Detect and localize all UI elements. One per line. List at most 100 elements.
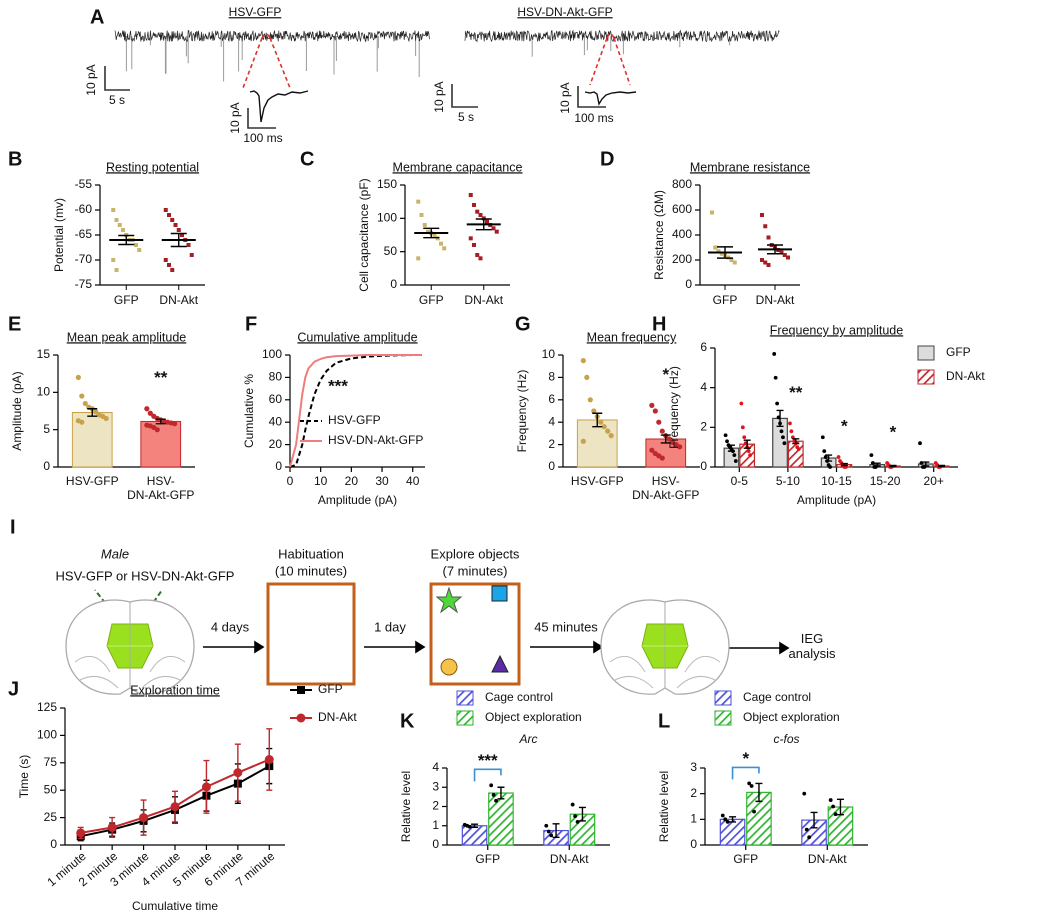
x-tick-label: 15-20 [870,474,901,488]
y-tick-label: 200 [672,252,692,266]
error-bar [840,462,848,467]
data-point [114,268,119,272]
error-bar [729,816,737,823]
object-triangle [491,654,509,673]
chart-title: Mean frequency [587,330,677,344]
data-point [472,203,476,207]
legend-swatch [714,690,732,706]
data-point [93,409,99,415]
inset-trace [584,91,637,106]
data-point [442,246,447,251]
y-tick-label: 0 [548,459,555,473]
data-point [649,447,655,453]
error-bar [475,218,492,231]
data-point [760,213,764,217]
x-tick-label: 30 [375,474,389,488]
scale-label: 5 s [458,110,474,124]
data-point [163,208,168,212]
series-line [289,354,422,468]
data-point [75,374,81,380]
x-tick-label: HSV-GFP [571,474,624,488]
marker [201,782,211,792]
data-point [752,809,756,814]
chart-title: Membrane capacitance [393,160,523,174]
arrow-head [593,640,604,654]
error-bar [118,234,135,246]
data-point [491,226,496,231]
data-point [167,263,171,267]
legend-label: HSV-GFP [328,413,381,427]
error-bar [170,232,187,248]
data-point [710,210,714,215]
y-tick-label: 2 [432,799,439,813]
y-tick-label: 0 [275,459,282,473]
significance: * [742,749,749,768]
x-tick-label: 0 [287,474,294,488]
x-tick-label: GFP [114,293,139,307]
data-point [807,835,812,840]
panel-letter: A [90,6,104,28]
legend-label: GFP [318,682,343,696]
data-point [103,415,109,422]
x-tick-label: DN-Akt [808,852,847,866]
bar [461,825,488,846]
legend-marker [296,713,306,723]
x-tick-label: 5-10 [776,474,800,488]
y-tick-label: 50 [384,244,398,258]
data-point [114,218,119,222]
data-point [725,439,729,444]
data-point [656,419,662,425]
y-tick-label: 25 [44,810,58,824]
marker [264,755,274,765]
data-point [720,813,725,818]
sex-label: Male [101,546,129,561]
legend-label: DN-Akt [318,710,357,724]
current-trace [464,29,780,43]
data-point [822,449,827,454]
data-point [167,213,171,217]
data-point [831,804,836,809]
data-point [117,223,122,227]
error-bar [755,782,763,803]
significance: *** [478,751,498,770]
x-tick-label: DN-Akt [159,293,198,307]
y-tick-label: -65 [75,227,93,241]
data-point [468,193,473,197]
x-tick-label: 0-5 [731,474,749,488]
legend-swatch [456,690,474,706]
y-tick-label: 75 [44,755,58,769]
error-bar [423,227,440,239]
chart-title: Cumulative amplitude [297,330,417,344]
legend-swatch [456,710,474,726]
error-bar [938,464,946,468]
stage-label: Habituation [278,546,344,561]
y-tick-label: 6 [548,392,555,406]
data-point [489,783,494,788]
panel-letter: L [658,710,670,732]
object-circle [440,658,458,676]
arrows [203,640,790,655]
legend-label: Object exploration [743,710,840,724]
data-point [747,781,752,786]
y-axis-label: Potential (mv) [52,198,66,272]
error-bar [578,806,586,822]
legend-marker [297,686,305,694]
data-point [666,436,672,442]
data-point [763,224,768,229]
scale-bar [104,66,130,91]
error-bar [497,786,505,800]
data-point [111,258,116,262]
data-point [137,248,142,252]
legend-swatch [917,345,935,361]
brain-detail [74,655,186,689]
data-point [180,233,184,237]
data-point [716,249,721,254]
y-tick-label: 3 [432,779,439,793]
panel-letter: I [10,516,16,538]
data-point [782,441,787,446]
y-tick-label: 80 [269,370,283,384]
error-bar [552,823,560,838]
data-point [475,209,480,214]
arrow-head [415,640,426,654]
